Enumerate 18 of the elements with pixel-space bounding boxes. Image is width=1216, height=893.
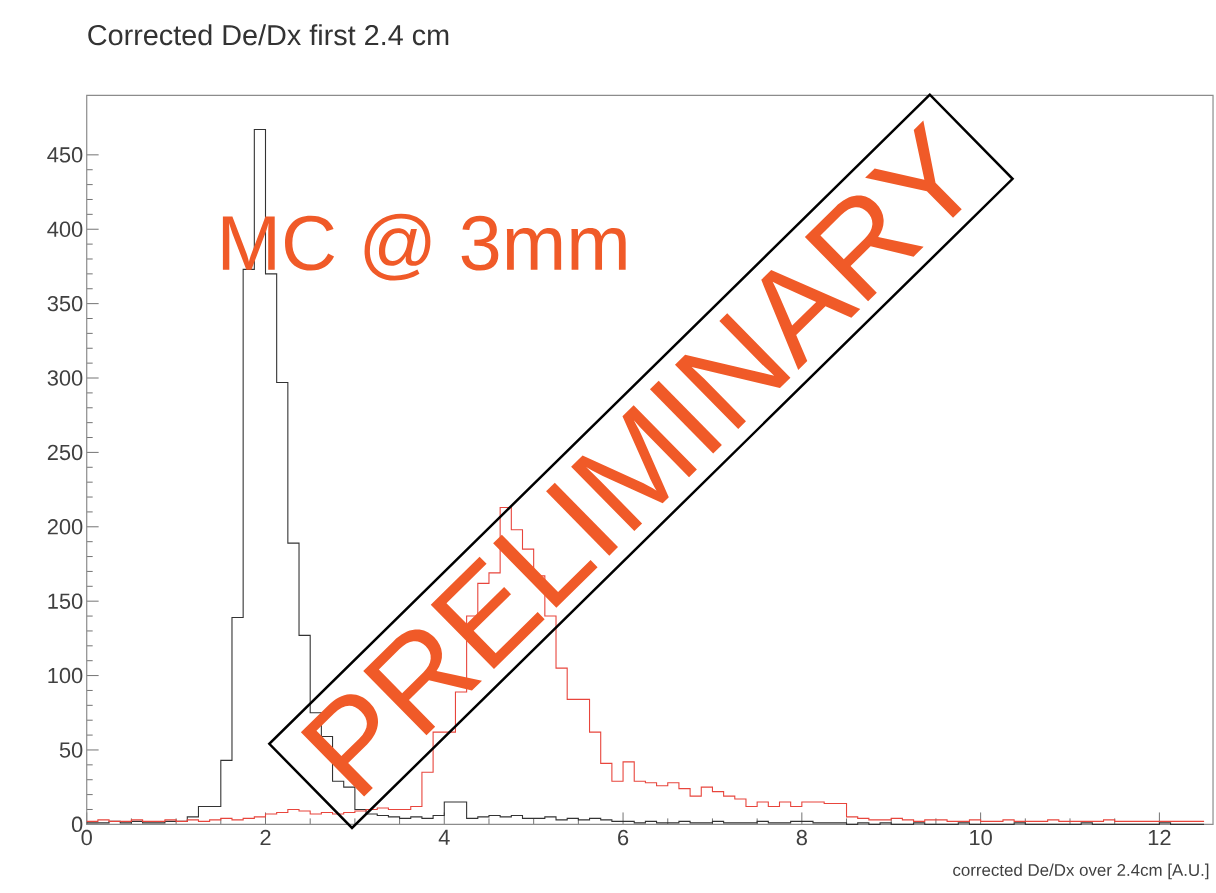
- x-tick-label: 4: [438, 829, 450, 845]
- y-tick-label: 400: [47, 221, 83, 238]
- x-tick-label: 2: [260, 829, 271, 846]
- x-tick-label: 10: [970, 829, 992, 846]
- y-tick-label: 0: [71, 816, 83, 833]
- x-tick-label: 12: [1148, 829, 1171, 846]
- y-tick-label: 50: [59, 742, 83, 758]
- x-tick-label: 8: [796, 829, 807, 846]
- y-tick-label: 200: [47, 519, 83, 535]
- y-tick-label: 350: [47, 295, 83, 312]
- x-axis-title: corrected De/Dx over 2.4cm [A.U.]: [953, 863, 1209, 880]
- y-tick-label: 300: [47, 370, 83, 386]
- x-tick-label: 6: [618, 829, 629, 846]
- y-tick-label: 100: [48, 667, 83, 684]
- chart-title: Corrected De/Dx first 2.4 cm: [88, 24, 449, 46]
- y-tick-label: 150: [48, 593, 83, 609]
- y-tick-label: 250: [47, 444, 83, 461]
- y-tick-label: 450: [47, 147, 83, 163]
